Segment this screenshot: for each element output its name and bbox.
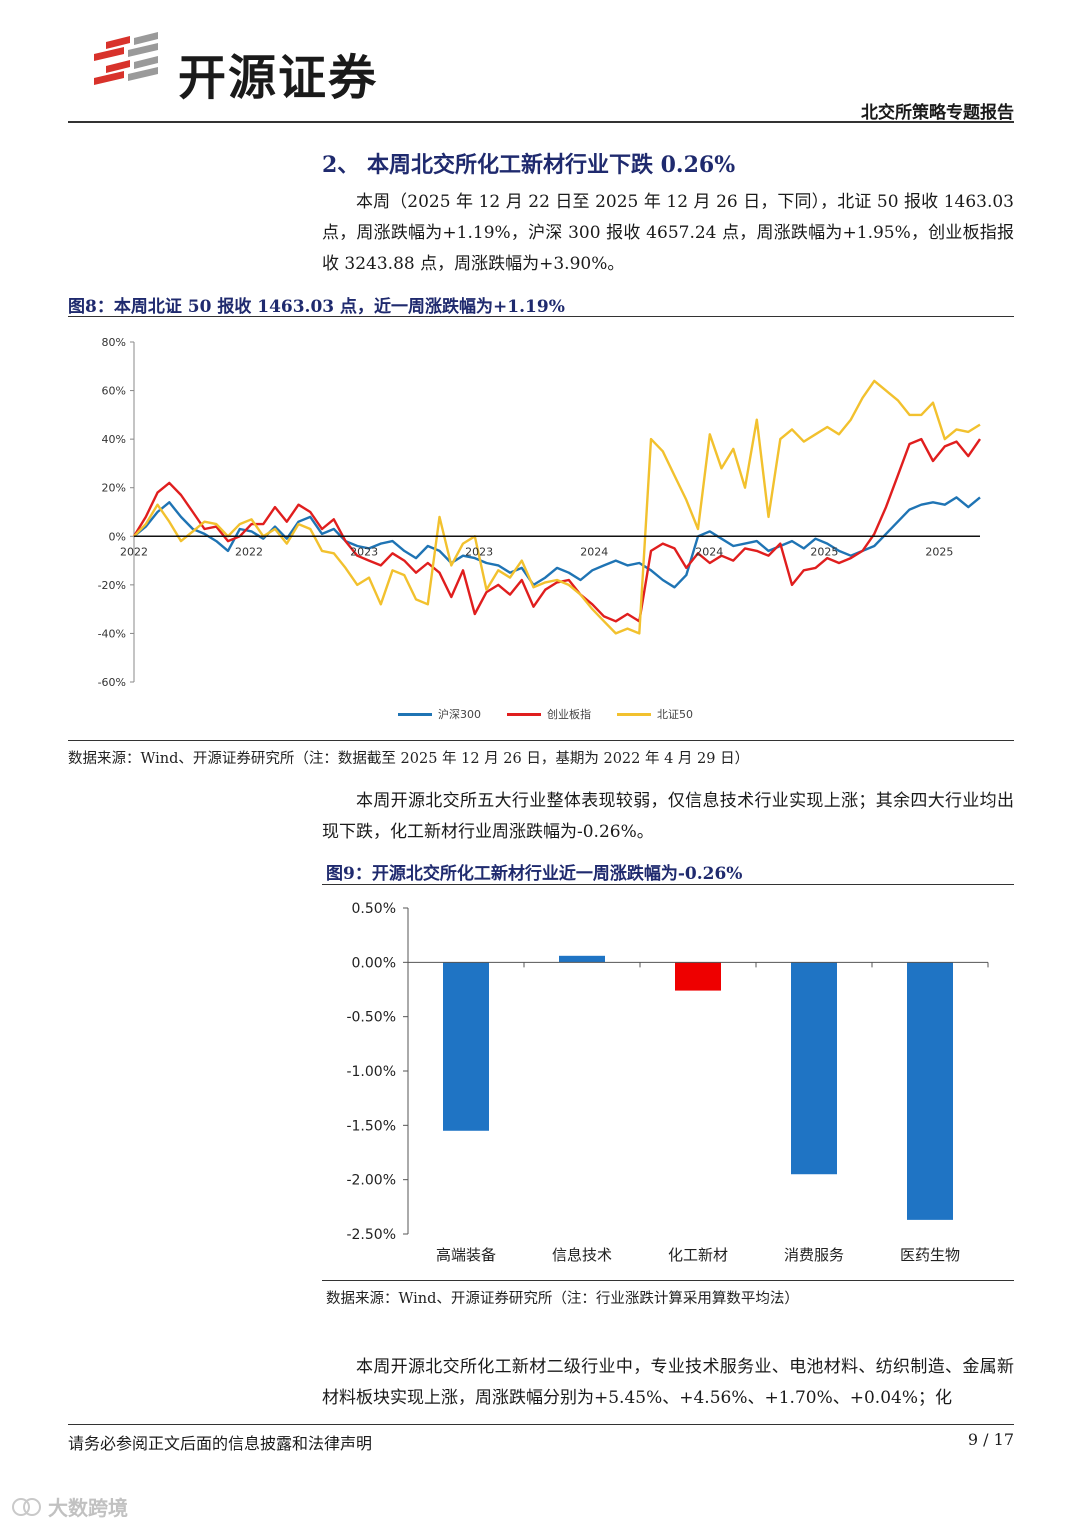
series-line-1 <box>132 437 981 623</box>
header-divider <box>68 121 1014 123</box>
bar-chart: 0.50% 0.00% -0.50% -1.00% -1.50% -2.00% -2.50%… <box>346 901 989 1264</box>
legend-swatch-hs300 <box>398 712 432 716</box>
report-name: 北交所策略专题报告 <box>861 103 1014 123</box>
y-tick-label: -1.00% <box>346 1064 396 1080</box>
watermark-text: 大数跨境 <box>48 1496 128 1520</box>
bar <box>907 962 953 1220</box>
x-category-label: 医药生物 <box>900 1246 960 1264</box>
x-tick-label: 2025 <box>925 545 953 558</box>
legend-item-hs300: 沪深300 <box>398 706 481 722</box>
y-tick-label: 60% <box>102 385 126 398</box>
section-title: 2、 本周北交所化工新材行业下跌 0.26% <box>322 152 736 178</box>
y-tick-label: 40% <box>102 433 126 446</box>
legend-label-gem: 创业板指 <box>547 708 591 721</box>
x-tick-label: 2024 <box>695 545 723 558</box>
bar <box>791 962 837 1175</box>
footer-divider <box>68 1424 1014 1425</box>
figure9-bottom-rule <box>322 1280 1014 1281</box>
bar <box>675 962 721 991</box>
figure9-source: 数据来源：Wind、开源证券研究所（注：行业涨跌计算采用算数平均法） <box>326 1291 799 1307</box>
x-tick-label: 2025 <box>810 545 838 558</box>
y-tick-label: -60% <box>98 676 126 689</box>
x-category-label: 高端装备 <box>436 1246 496 1264</box>
x-tick-label: 2023 <box>350 545 378 558</box>
legend-swatch-bz50 <box>617 712 651 716</box>
y-tick-label: -2.00% <box>346 1173 396 1189</box>
legend-label-bz50: 北证50 <box>657 708 693 721</box>
y-tick-label: 0.00% <box>352 955 396 971</box>
series-line-2 <box>133 379 981 635</box>
legend-item-gem: 创业板指 <box>507 706 591 722</box>
bar <box>559 955 605 963</box>
industry-paragraph: 本周开源北交所五大行业整体表现较弱，仅信息技术行业实现上涨；其余四大行业均出现下… <box>322 791 1014 842</box>
bar <box>443 962 489 1131</box>
figure9-title: 图9：开源北交所化工新材行业近一周涨跌幅为-0.26% <box>326 864 743 884</box>
y-tick-label: 0.50% <box>352 901 396 917</box>
y-tick-label: -0.50% <box>346 1010 396 1026</box>
series-line-0 <box>133 496 981 589</box>
y-tick-label: -2.50% <box>346 1227 396 1243</box>
x-tick-label: 2024 <box>580 545 608 558</box>
y-tick-label: -40% <box>98 627 126 640</box>
legend-label-hs300: 沪深300 <box>438 708 481 721</box>
y-tick-label: -1.50% <box>346 1118 396 1134</box>
intro-paragraph: 本周（2025 年 12 月 22 日至 2025 年 12 月 26 日，下同… <box>322 192 1014 274</box>
subindustry-paragraph: 本周开源北交所化工新材二级行业中，专业技术服务业、电池材料、纺织制造、金属新材料… <box>322 1357 1014 1408</box>
figure9-top-rule <box>322 884 1014 885</box>
y-tick-label: -20% <box>98 579 126 592</box>
figure8-bottom-rule <box>68 740 1014 741</box>
legend-item-bz50: 北证50 <box>617 706 693 722</box>
watermark-icon <box>12 1497 41 1516</box>
brand-logo <box>86 32 166 94</box>
page-number: 9 / 17 <box>967 1430 1014 1449</box>
figure8-top-rule <box>68 316 1014 317</box>
figure8-title: 图8：本周北证 50 报收 1463.03 点，近一周涨跌幅为+1.19% <box>68 297 565 317</box>
watermark: 大数跨境 <box>10 1492 128 1521</box>
y-tick-label: 80% <box>102 336 126 349</box>
legend-swatch-gem <box>507 712 541 716</box>
x-category-label: 化工新材 <box>668 1246 728 1264</box>
figure8-source: 数据来源：Wind、开源证券研究所（注：数据截至 2025 年 12 月 26 … <box>68 751 750 767</box>
y-tick-label: 20% <box>102 482 126 495</box>
footer-disclaimer: 请务必参阅正文后面的信息披露和法律声明 <box>68 1434 373 1453</box>
y-tick-label: 0% <box>109 530 126 543</box>
x-category-label: 消费服务 <box>784 1246 844 1264</box>
brand-name: 开源证券 <box>178 50 379 106</box>
x-tick-label: 2022 <box>235 545 263 558</box>
x-category-label: 信息技术 <box>552 1246 612 1264</box>
x-tick-label: 2022 <box>120 545 148 558</box>
line-chart: 80% 60% 40% 20% 0% -20% -40% -60% 2022 2022 2023 20… <box>98 336 981 689</box>
line-chart-legend: 沪深300 创业板指 北证50 <box>398 706 693 722</box>
brand-logo-icon <box>94 32 158 85</box>
x-tick-label: 2023 <box>465 545 493 558</box>
